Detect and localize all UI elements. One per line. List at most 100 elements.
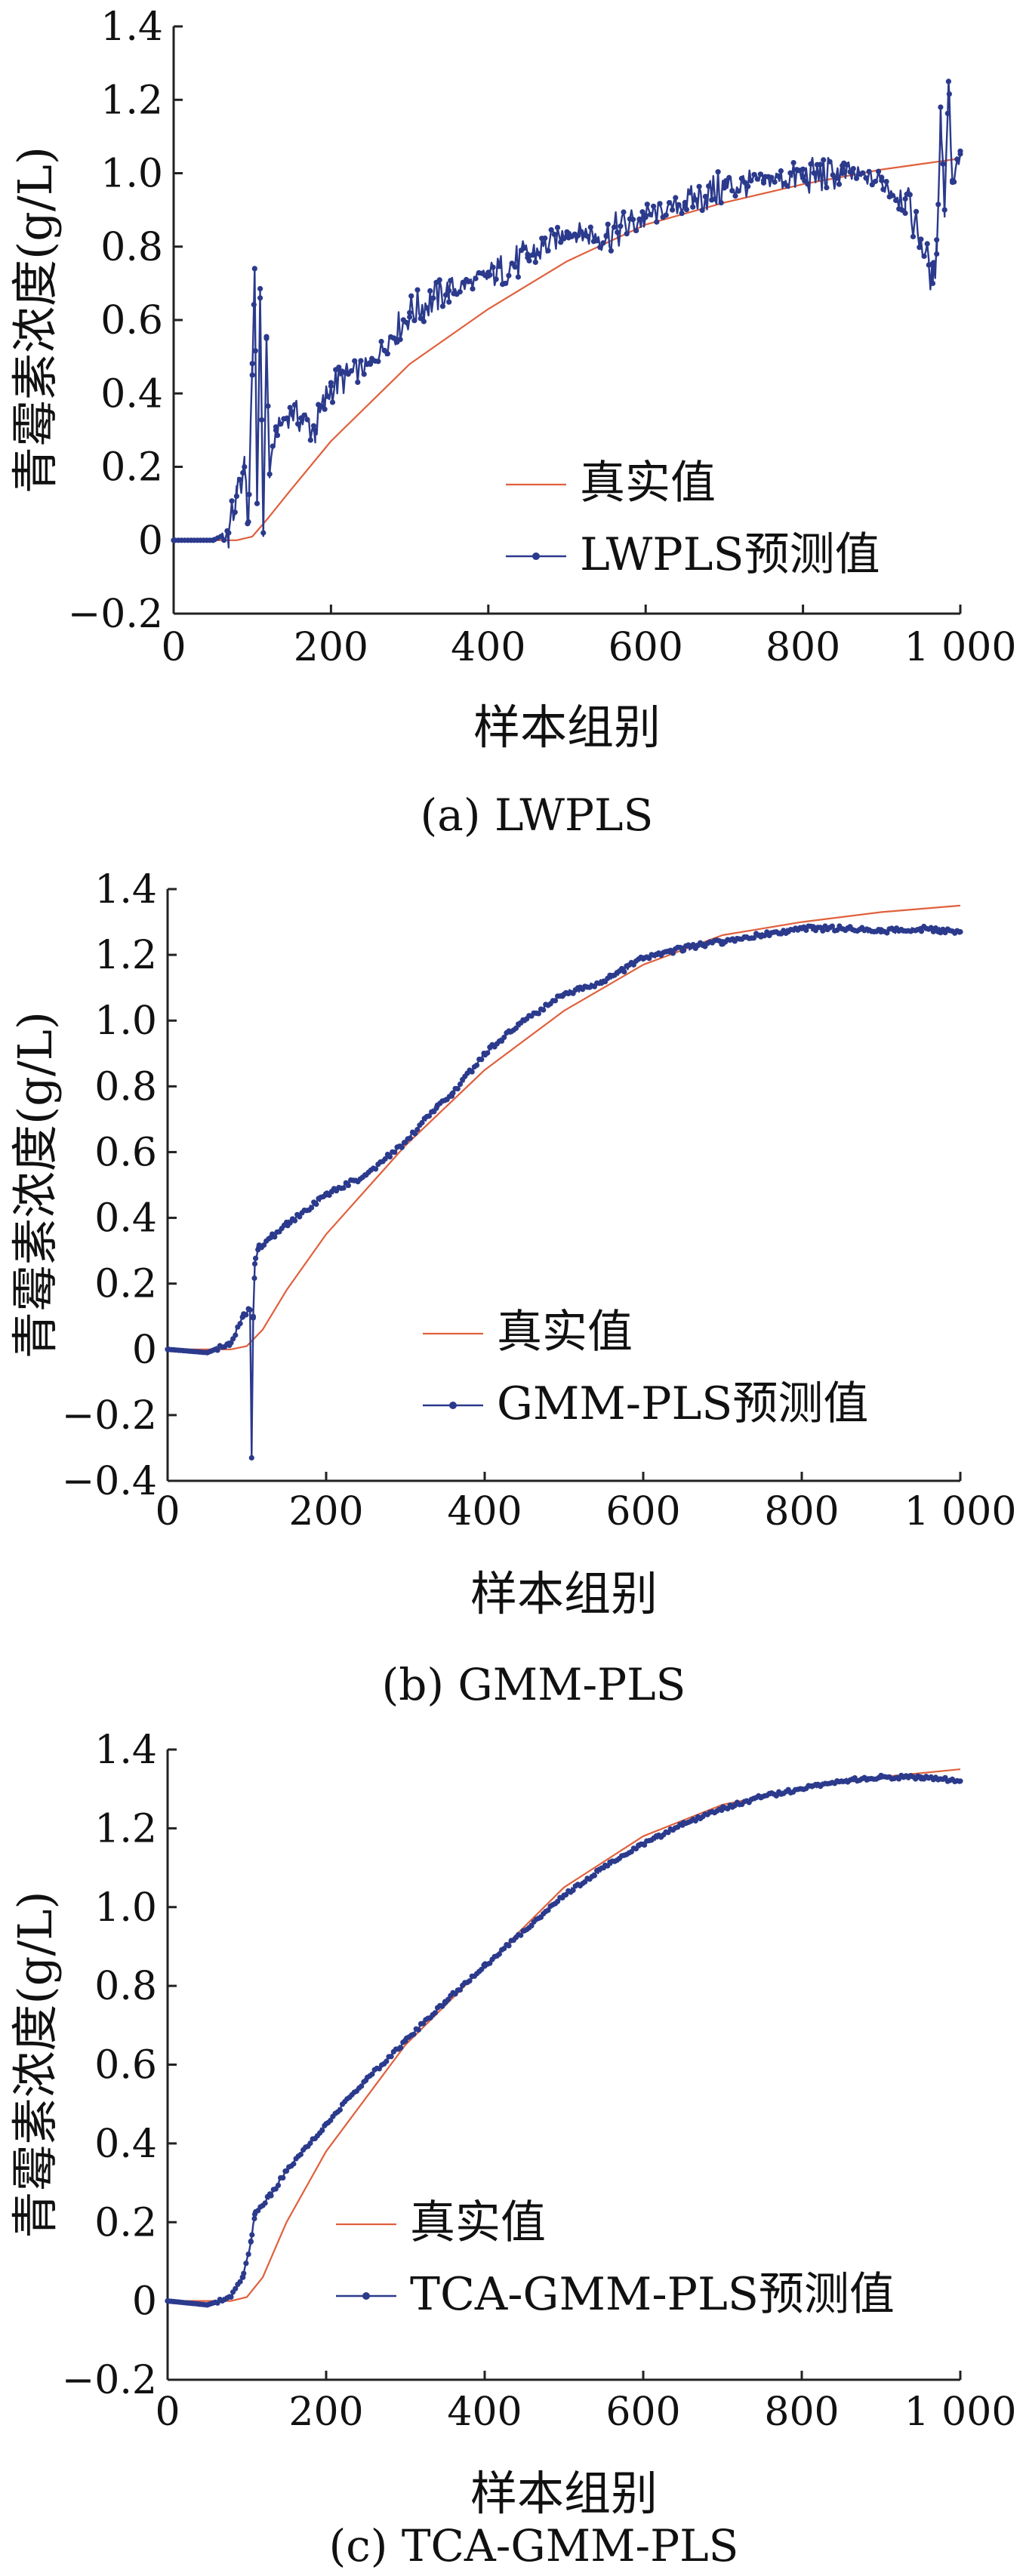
data-point xyxy=(359,2083,365,2089)
data-point xyxy=(829,923,835,929)
data-point xyxy=(597,245,603,251)
data-point xyxy=(355,379,361,385)
data-point xyxy=(872,178,879,184)
data-point xyxy=(918,928,925,934)
data-point xyxy=(487,272,493,278)
data-point xyxy=(778,168,784,174)
data-point xyxy=(242,463,248,470)
x-tick-label: 600 xyxy=(605,1489,680,1534)
x-tick-label: 600 xyxy=(605,2390,680,2435)
data-point xyxy=(291,1217,298,1223)
data-point xyxy=(257,285,263,292)
data-point xyxy=(426,1113,433,1119)
prediction-markers xyxy=(165,1772,963,2308)
data-point xyxy=(800,166,806,172)
data-point xyxy=(246,491,252,497)
data-point xyxy=(414,1127,421,1133)
data-point xyxy=(670,950,676,956)
x-tick-label: 400 xyxy=(451,625,525,670)
data-point xyxy=(889,192,895,199)
y-axis-label: 青霉素浓度(g/L) xyxy=(8,1011,63,1359)
y-tick-label: 0.2 xyxy=(94,2200,157,2245)
data-point xyxy=(907,192,913,198)
true-value-line xyxy=(168,904,961,1350)
data-point xyxy=(692,1817,698,1824)
data-point xyxy=(545,1907,551,1913)
y-tick-label: 0.8 xyxy=(94,1064,157,1109)
x-tick-label: 600 xyxy=(609,625,683,670)
data-point xyxy=(642,1842,648,1848)
data-point xyxy=(850,165,856,172)
data-point xyxy=(594,238,600,244)
data-point xyxy=(676,202,682,208)
data-point xyxy=(633,227,639,234)
data-point xyxy=(221,537,227,543)
data-point xyxy=(509,260,515,266)
data-point xyxy=(328,2117,334,2123)
data-point xyxy=(513,1025,519,1031)
data-point xyxy=(605,221,611,227)
data-point xyxy=(259,417,265,423)
data-point xyxy=(944,110,951,116)
data-point xyxy=(439,303,446,309)
data-point xyxy=(773,1793,779,1799)
data-point xyxy=(751,171,757,177)
data-point xyxy=(902,195,908,202)
y-tick-label: 0.4 xyxy=(100,371,163,417)
data-point xyxy=(263,335,270,341)
data-point xyxy=(529,252,535,258)
data-point xyxy=(840,170,846,177)
x-tick-label: 200 xyxy=(288,2390,363,2435)
y-tick-label: 0.2 xyxy=(94,1262,157,1307)
data-point xyxy=(398,2045,404,2051)
x-tick-label: 0 xyxy=(161,625,186,670)
data-point xyxy=(283,2168,290,2174)
x-tick-label: 800 xyxy=(766,625,840,670)
x-axis-label: 样本组别 xyxy=(473,700,661,755)
data-point xyxy=(772,179,778,185)
data-point xyxy=(924,241,930,247)
data-point xyxy=(735,188,741,194)
data-point xyxy=(469,1069,475,1075)
data-point xyxy=(954,156,960,162)
x-tick-label: 200 xyxy=(294,625,368,670)
data-point xyxy=(407,309,413,315)
data-point xyxy=(297,2151,303,2158)
data-point xyxy=(503,280,509,287)
legend-label: 真实值 xyxy=(497,1306,633,1359)
data-point xyxy=(432,2010,439,2016)
data-point xyxy=(670,207,676,213)
data-point xyxy=(295,421,301,427)
data-point xyxy=(228,2294,234,2300)
y-tick-label: −0.4 xyxy=(62,1459,157,1504)
data-point xyxy=(587,224,593,230)
data-point xyxy=(496,1951,503,1957)
y-tick-label: 0.6 xyxy=(94,1130,157,1175)
data-point xyxy=(803,927,809,933)
data-point xyxy=(827,158,833,165)
x-tick-label: 200 xyxy=(288,1489,363,1534)
data-point xyxy=(241,2270,247,2276)
data-point xyxy=(262,2200,268,2206)
data-point xyxy=(883,179,889,185)
data-point xyxy=(548,227,554,233)
y-tick-label: −0.2 xyxy=(62,1393,157,1439)
data-point xyxy=(309,1205,315,1211)
data-point xyxy=(268,2193,274,2199)
data-point xyxy=(879,177,885,183)
data-point xyxy=(824,185,830,191)
data-point xyxy=(817,162,824,168)
data-point xyxy=(322,406,328,412)
data-point xyxy=(805,181,811,187)
data-point xyxy=(240,469,246,476)
data-point xyxy=(243,1312,249,1318)
chart-panel-a: −0.200.20.40.60.81.01.21.40 200 400 600 800 1… xyxy=(8,5,1016,841)
legend-label: 真实值 xyxy=(580,457,716,509)
data-point xyxy=(811,170,817,176)
y-tick-label: 0 xyxy=(132,1328,157,1373)
data-point xyxy=(790,160,796,166)
data-point xyxy=(666,200,673,206)
data-point xyxy=(237,2279,243,2285)
panel-caption: (a) LWPLS xyxy=(421,789,654,841)
data-point xyxy=(729,188,735,194)
